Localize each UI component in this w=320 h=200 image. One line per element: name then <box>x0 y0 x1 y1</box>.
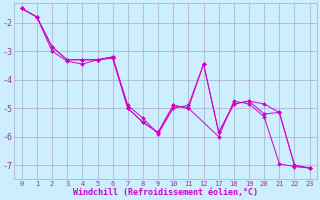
X-axis label: Windchill (Refroidissement éolien,°C): Windchill (Refroidissement éolien,°C) <box>73 188 258 197</box>
